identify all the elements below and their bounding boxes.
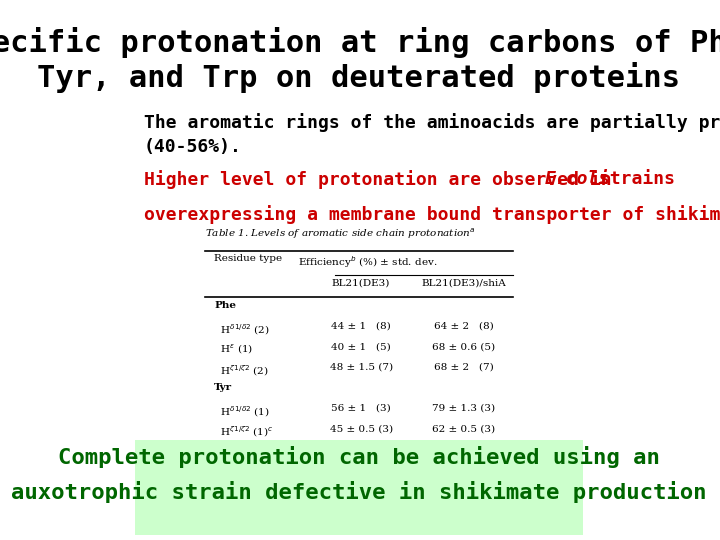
Text: 56 ± 1   (3): 56 ± 1 (3) bbox=[331, 404, 391, 413]
Text: 40 ± 1   (5): 40 ± 1 (5) bbox=[331, 342, 391, 352]
Text: 45 ± 0.5 (3): 45 ± 0.5 (3) bbox=[330, 424, 392, 434]
Text: 79 ± 1.3 (3): 79 ± 1.3 (3) bbox=[432, 404, 495, 413]
Text: 44 ± 1   (8): 44 ± 1 (8) bbox=[331, 322, 391, 331]
Text: Tyr: Tyr bbox=[214, 383, 232, 393]
Text: 68 ± 2   (7): 68 ± 2 (7) bbox=[434, 363, 494, 372]
Text: Complete protonation can be achieved using an: Complete protonation can be achieved usi… bbox=[58, 446, 660, 468]
Text: strains: strains bbox=[588, 170, 675, 188]
Text: auxotrophic strain defective in shikimate production: auxotrophic strain defective in shikimat… bbox=[11, 481, 706, 503]
Text: 62 ± 0.5 (3): 62 ± 0.5 (3) bbox=[432, 424, 495, 434]
Text: H$^{\delta1/\delta2}$ (2): H$^{\delta1/\delta2}$ (2) bbox=[214, 322, 270, 336]
Text: Table 1. Levels of aromatic side chain protonation$^a$: Table 1. Levels of aromatic side chain p… bbox=[204, 227, 475, 241]
Text: H$^{\zeta1/\zeta2}$ (2): H$^{\zeta1/\zeta2}$ (2) bbox=[214, 363, 269, 377]
Text: E.coli: E.coli bbox=[544, 170, 610, 188]
Text: Efficiency$^b$ (%) ± std. dev.: Efficiency$^b$ (%) ± std. dev. bbox=[298, 254, 438, 269]
Text: Tyr, and Trp on deuterated proteins: Tyr, and Trp on deuterated proteins bbox=[37, 62, 680, 93]
Text: overexpressing a membrane bound transporter of shikimate: overexpressing a membrane bound transpor… bbox=[144, 205, 720, 224]
Text: Residue type: Residue type bbox=[214, 254, 282, 263]
Text: Specific protonation at ring carbons of Phe,: Specific protonation at ring carbons of … bbox=[0, 27, 720, 58]
Text: H$^{\delta1/\delta2}$ (1): H$^{\delta1/\delta2}$ (1) bbox=[214, 404, 270, 418]
Text: Phe: Phe bbox=[214, 301, 236, 310]
Text: H$^\varepsilon$ (1): H$^\varepsilon$ (1) bbox=[214, 342, 253, 356]
Text: Higher level of protonation are observed in: Higher level of protonation are observed… bbox=[144, 170, 622, 189]
Text: 68 ± 0.6 (5): 68 ± 0.6 (5) bbox=[432, 342, 495, 352]
Text: 64 ± 2   (8): 64 ± 2 (8) bbox=[434, 322, 494, 331]
FancyBboxPatch shape bbox=[135, 440, 583, 535]
Text: The aromatic rings of the aminoacids are partially protonated
(40-56%).: The aromatic rings of the aminoacids are… bbox=[144, 113, 720, 156]
Text: 48 ± 1.5 (7): 48 ± 1.5 (7) bbox=[330, 363, 392, 372]
Text: BL21(DE3)/shiA: BL21(DE3)/shiA bbox=[421, 278, 506, 287]
Text: BL21(DE3): BL21(DE3) bbox=[332, 278, 390, 287]
Text: H$^{\zeta1/\zeta2}$ (1)$^c$: H$^{\zeta1/\zeta2}$ (1)$^c$ bbox=[214, 424, 274, 439]
